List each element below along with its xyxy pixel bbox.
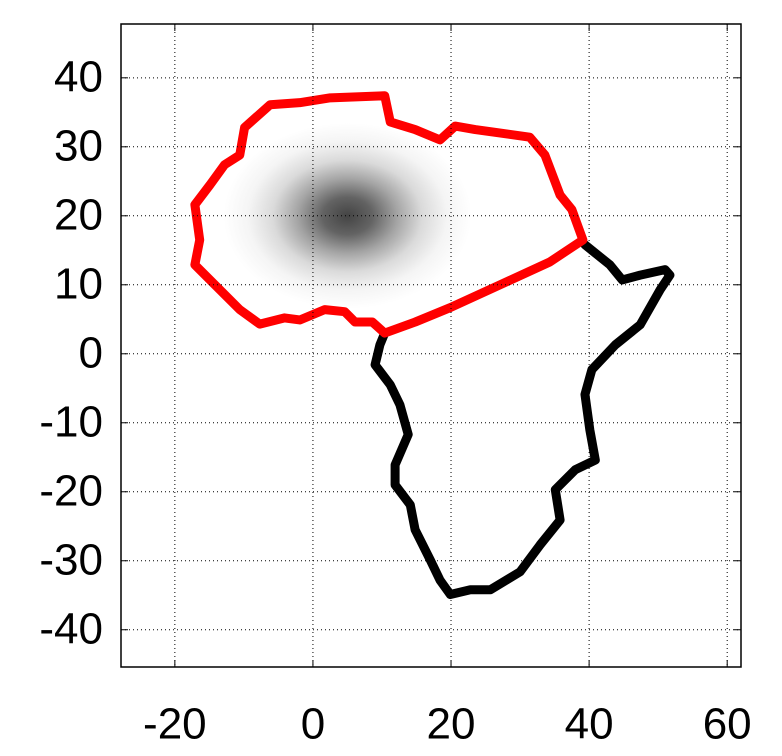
y-tick-label: -20 [39, 466, 103, 515]
y-tick-label: -10 [39, 397, 103, 446]
plot-frame [120, 23, 742, 668]
x-tick-label: 0 [301, 700, 325, 749]
y-tick-label: 40 [54, 52, 103, 101]
x-tick-label: -20 [143, 700, 207, 749]
x-tick-label: 20 [427, 700, 476, 749]
x-tick-label: 60 [703, 700, 752, 749]
y-tick-label: 20 [54, 190, 103, 239]
x-tick-label: 40 [565, 700, 614, 749]
y-tick-label: 0 [79, 328, 103, 377]
y-tick-label: 10 [54, 259, 103, 308]
outline-line [370, 240, 675, 600]
plot-area [190, 91, 675, 600]
y-tick-label: -40 [39, 604, 103, 653]
outline-line [190, 91, 588, 338]
y-tick-label: -30 [39, 535, 103, 584]
density-blob [223, 122, 472, 309]
y-tick-label: 30 [54, 121, 103, 170]
